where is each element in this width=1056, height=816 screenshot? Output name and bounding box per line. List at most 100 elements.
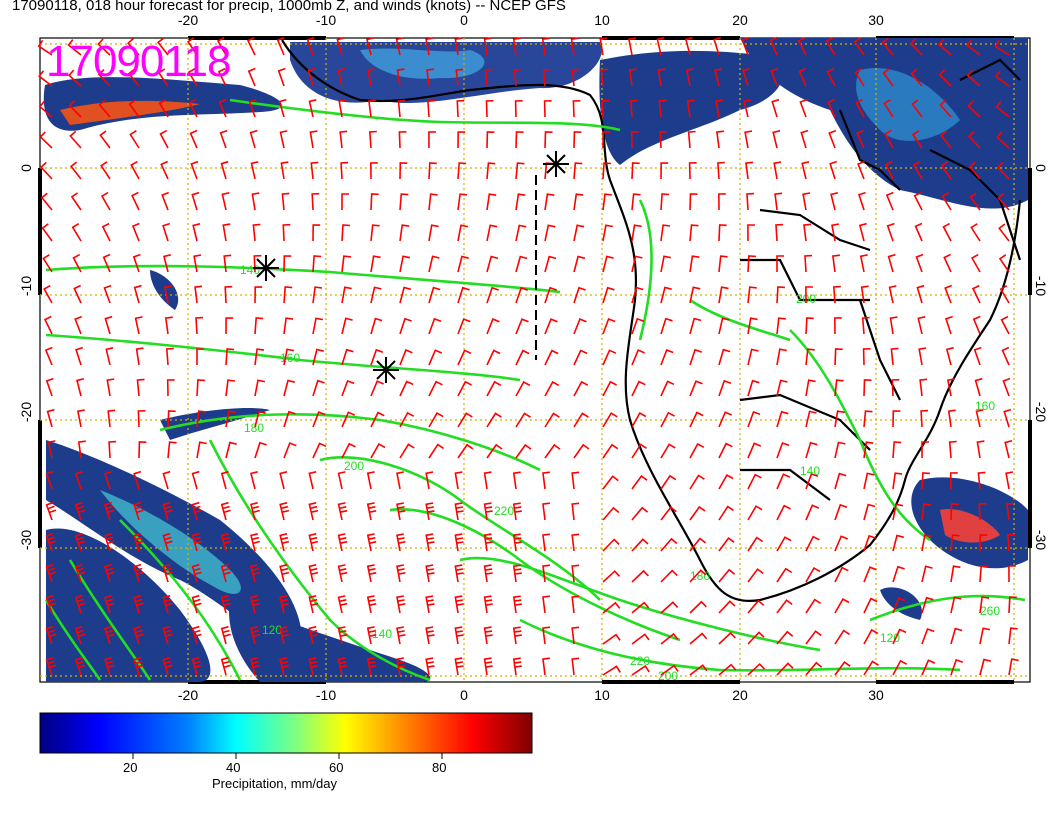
wind-barb xyxy=(770,67,779,87)
wind-barb xyxy=(571,533,580,552)
wind-barb xyxy=(74,470,83,490)
wind-barb xyxy=(776,286,785,304)
wind-barb xyxy=(395,37,404,56)
wind-barb xyxy=(1001,346,1010,366)
wind-barb xyxy=(921,472,930,490)
wind-barb xyxy=(283,255,292,273)
wind-barb xyxy=(743,99,752,118)
wind-barb xyxy=(631,474,648,490)
wind-barb xyxy=(544,380,560,397)
wind-barb xyxy=(312,286,323,304)
wind-barb xyxy=(775,223,784,242)
wind-barb xyxy=(161,191,169,211)
wind-barb xyxy=(283,379,295,397)
wind-barb xyxy=(718,286,729,304)
asterisk-marker xyxy=(253,255,279,281)
wind-barb xyxy=(396,595,406,614)
lat-tick-right: -30 xyxy=(1033,530,1049,550)
wind-barb xyxy=(399,224,410,242)
wind-barb xyxy=(573,443,590,459)
wind-barb xyxy=(67,69,82,87)
wind-barb xyxy=(191,656,202,676)
wind-barb xyxy=(863,534,877,552)
wind-barb xyxy=(225,410,236,428)
wind-barb xyxy=(366,37,374,56)
wind-barb xyxy=(38,100,53,118)
wind-barb xyxy=(943,253,952,273)
wind-barb xyxy=(602,475,619,490)
wind-barb xyxy=(167,410,176,428)
wind-barb xyxy=(311,192,320,211)
wind-barb xyxy=(157,68,169,87)
wind-barb xyxy=(834,441,846,459)
wind-barb xyxy=(973,346,982,366)
wind-barb xyxy=(718,474,734,490)
wind-barb xyxy=(573,349,588,366)
wind-barb xyxy=(225,317,234,335)
wind-barb xyxy=(999,285,1010,304)
wind-barb xyxy=(995,100,1010,118)
wind-barb xyxy=(805,535,820,552)
wind-barb xyxy=(220,563,231,583)
wind-barb xyxy=(396,502,406,521)
wind-barb xyxy=(939,130,952,149)
wind-barb xyxy=(863,472,875,490)
lat-tick-left: -10 xyxy=(18,276,34,296)
wind-barb xyxy=(747,505,763,521)
wind-barb xyxy=(220,656,231,676)
asterisk-marker xyxy=(373,357,399,383)
wind-barb xyxy=(189,129,198,149)
wind-barb xyxy=(47,440,56,459)
wind-barb xyxy=(186,37,198,56)
wind-barb xyxy=(971,253,981,273)
lon-tick-labels: -20 -10 0 10 20 30 -20 -10 0 10 20 30 xyxy=(178,12,884,703)
wind-barb xyxy=(602,665,621,676)
wind-barb xyxy=(571,68,580,87)
wind-barb xyxy=(774,192,783,211)
wind-barb xyxy=(1003,408,1012,428)
wind-barb xyxy=(250,595,261,614)
wind-barb xyxy=(950,658,964,676)
wind-barb xyxy=(399,443,415,459)
wind-barb xyxy=(573,412,589,428)
wind-barb xyxy=(45,470,54,490)
wind-barb xyxy=(191,191,200,211)
wind-barb xyxy=(805,441,818,459)
wind-barb xyxy=(425,595,435,614)
wind-barb xyxy=(341,379,355,397)
wind-barb xyxy=(337,595,348,614)
wind-barb xyxy=(890,347,899,366)
wind-barb xyxy=(747,631,765,645)
wind-barb xyxy=(718,411,733,428)
wind-barb xyxy=(454,626,464,645)
wind-barb xyxy=(45,594,57,614)
wind-barb xyxy=(573,318,587,335)
wind-barb xyxy=(162,563,173,583)
wind-barb xyxy=(515,224,527,242)
wind-barb xyxy=(914,222,923,242)
wind-barb xyxy=(863,628,879,645)
wind-barb xyxy=(573,286,586,304)
wind-barb xyxy=(718,317,730,335)
wind-barb xyxy=(909,38,923,56)
wind-barb xyxy=(196,348,204,365)
wind-barb xyxy=(485,100,494,118)
wind-barb xyxy=(921,565,933,583)
wind-barb xyxy=(718,348,731,366)
wind-barb xyxy=(689,600,707,614)
wind-barb xyxy=(133,656,144,676)
wind-barb xyxy=(776,473,791,490)
wind-barb xyxy=(573,224,585,242)
wind-barb xyxy=(627,37,636,56)
wind-barb xyxy=(45,625,57,645)
wind-barb xyxy=(249,129,258,149)
wind-barb xyxy=(370,380,384,397)
wind-barb xyxy=(939,99,952,118)
wind-barb xyxy=(602,349,617,366)
wind-barb xyxy=(1008,627,1018,645)
wind-barb xyxy=(515,412,531,428)
wind-barb xyxy=(776,599,793,614)
wind-barb xyxy=(834,379,844,397)
wind-barb xyxy=(660,162,669,180)
lat-tick-left: 0 xyxy=(18,164,34,172)
